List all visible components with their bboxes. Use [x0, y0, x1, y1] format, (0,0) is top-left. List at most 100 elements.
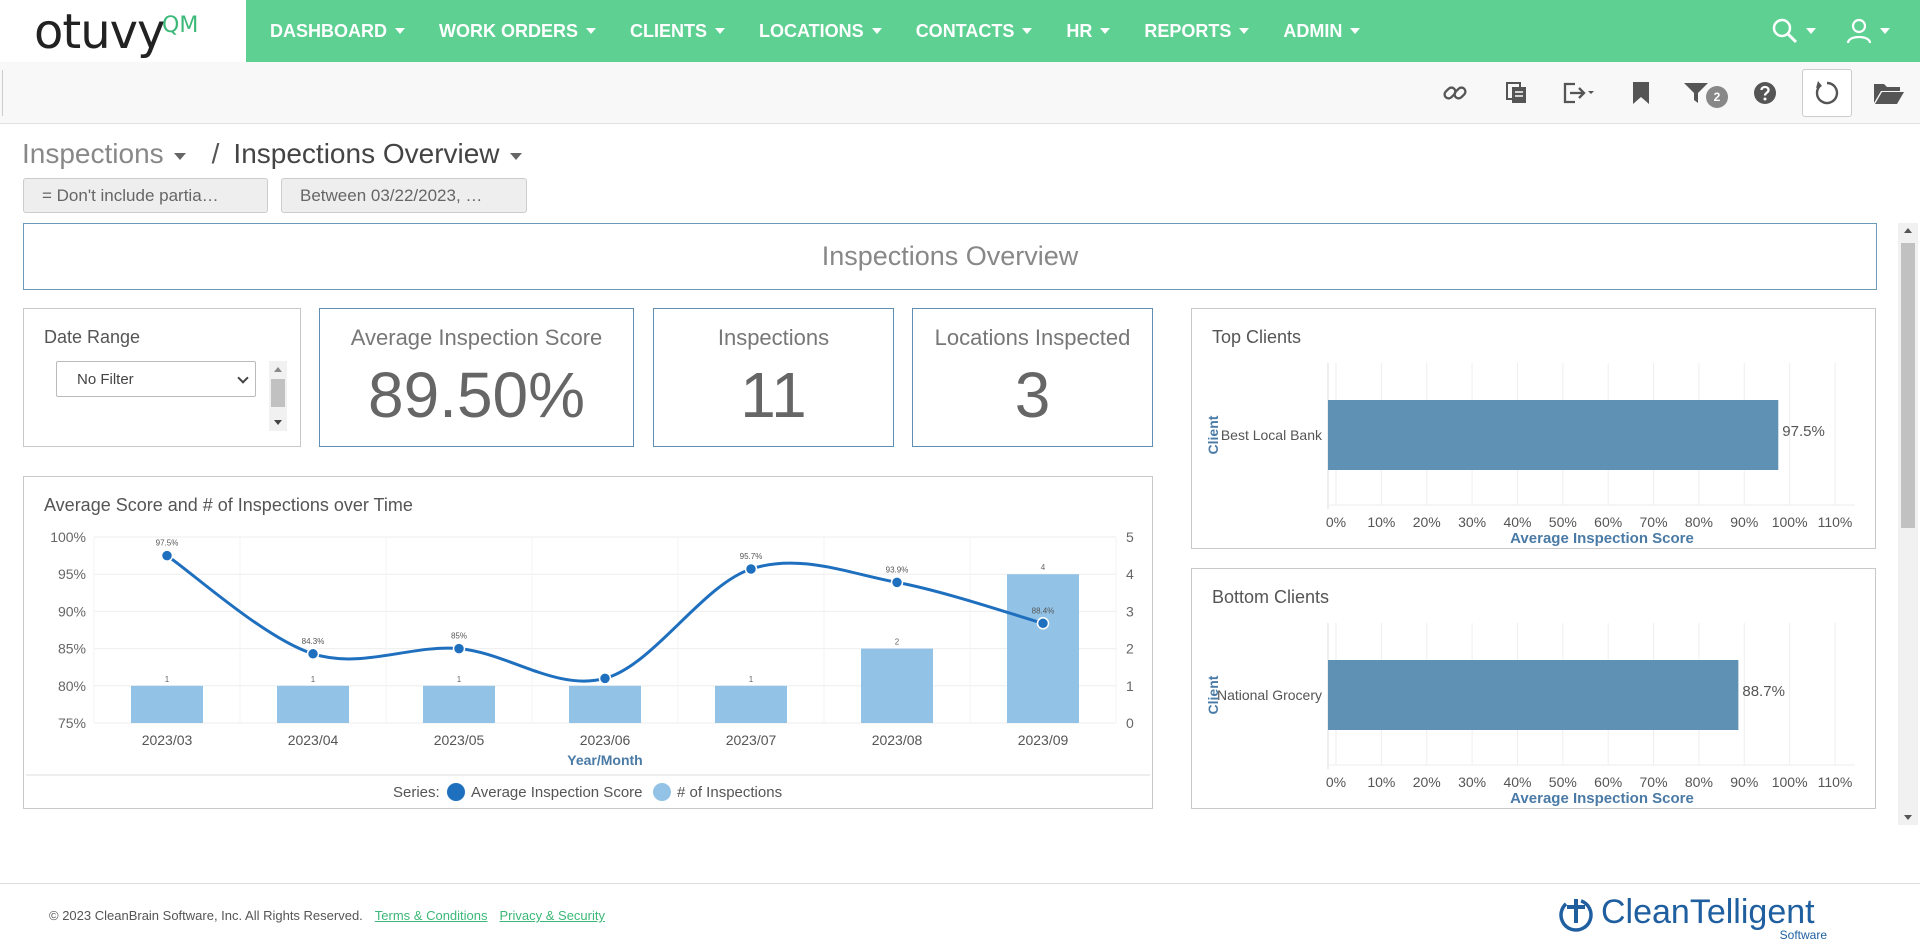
search-menu[interactable]: [1772, 18, 1816, 44]
bar-data-label: 2: [895, 638, 900, 647]
x-tick-label: 70%: [1640, 774, 1668, 790]
top-clients-chart: 0% 10% 20% 30% 40% 50% 60% 70% 80% 90% 100% 110% 97.…: [1205, 363, 1855, 547]
legend-swatch-inspections: [653, 783, 671, 801]
y-right-tick-label: 3: [1126, 603, 1134, 619]
kpi-label: Average Inspection Score: [350, 325, 603, 350]
bar-data-label: 4: [1041, 563, 1046, 572]
bookmark-button[interactable]: [1610, 62, 1672, 124]
y-tick-label: Best Local Bank: [1221, 427, 1323, 443]
copy-icon: [1506, 82, 1526, 103]
x-tick-label: 2023/09: [1018, 732, 1069, 748]
chevron-down-icon: [395, 28, 405, 34]
nav-label: CONTACTS: [915, 20, 1015, 41]
link-button[interactable]: [1424, 62, 1486, 124]
footer: © 2023 CleanBrain Software, Inc. All Rig…: [49, 908, 605, 923]
footer-divider: [0, 883, 1920, 884]
filter-button[interactable]: 2: [1672, 62, 1734, 124]
breadcrumb-parent[interactable]: Inspections: [22, 138, 164, 169]
folder-button[interactable]: [1858, 62, 1920, 124]
cleantelligent-mark-icon: [1559, 898, 1593, 932]
top-clients-title: Top Clients: [1212, 327, 1302, 347]
filter-chip-partial[interactable]: = Don't include partia…: [23, 178, 268, 213]
nav-reports[interactable]: REPORTS: [1144, 20, 1250, 42]
nav-dashboard[interactable]: DASHBOARD: [270, 21, 405, 42]
user-icon: [1846, 18, 1872, 44]
export-button[interactable]: [1548, 62, 1610, 124]
refresh-button[interactable]: [1802, 69, 1852, 117]
point-average-score: [744, 562, 758, 576]
bar-data-label: 88.7%: [1742, 683, 1785, 700]
bar-inspections: [423, 685, 495, 723]
y-axis-label: Client: [1205, 415, 1221, 454]
x-tick-label: 10%: [1367, 514, 1395, 530]
main-menu: DASHBOARD WORK ORDERS CLIENTS LOCATIONS …: [270, 0, 1394, 62]
partner-logo-sub: Software: [1780, 928, 1828, 942]
y-right-tick-label: 5: [1126, 529, 1134, 545]
chevron-down-icon: [1100, 28, 1111, 34]
chevron-down-icon[interactable]: [509, 152, 522, 160]
nav-work-orders[interactable]: WORK ORDERS: [439, 21, 596, 42]
nav-label: REPORTS: [1144, 20, 1232, 41]
x-tick-label: 100%: [1772, 514, 1808, 530]
nav-right: [1742, 0, 1890, 62]
y-left-tick-label: 85%: [58, 641, 86, 657]
x-tick-label: 20%: [1413, 774, 1441, 790]
date-range-select[interactable]: No Filter: [56, 361, 256, 397]
nav-admin[interactable]: ADMIN: [1283, 20, 1361, 42]
y-tick-label: National Grocery: [1217, 687, 1322, 703]
date-range-selected: No Filter: [77, 370, 134, 388]
page-scrollbar[interactable]: [1898, 223, 1918, 825]
point-average-score: [160, 549, 174, 562]
export-icon: [1563, 82, 1594, 104]
logo-suffix: QM: [162, 13, 199, 38]
point-data-label: 88.4%: [1032, 606, 1055, 615]
nav-label: HR: [1066, 20, 1093, 41]
chevron-down-icon: [715, 28, 726, 34]
nav-locations[interactable]: LOCATIONS: [759, 21, 882, 42]
x-tick-label: 50%: [1549, 774, 1577, 790]
logo-area[interactable]: otuvy QM: [0, 0, 246, 62]
x-axis-label: Average Inspection Score: [1510, 790, 1694, 807]
cleantelligent-logo[interactable]: CleanTelligent Software: [1555, 893, 1835, 943]
x-tick-label: 80%: [1685, 514, 1713, 530]
breadcrumb-separator: /: [211, 138, 220, 169]
otuvy-logo[interactable]: otuvy QM: [34, 4, 198, 60]
privacy-link[interactable]: Privacy & Security: [499, 908, 605, 923]
nav-contacts[interactable]: CONTACTS: [916, 21, 1033, 42]
toolbar-divider: [2, 70, 3, 116]
bookmark-icon: [1633, 82, 1649, 104]
point-data-label: 84.3%: [302, 637, 325, 646]
point-data-label: 95.7%: [740, 552, 763, 561]
user-menu[interactable]: [1846, 18, 1890, 44]
chevron-down-icon: [871, 28, 882, 34]
help-button[interactable]: [1734, 62, 1796, 124]
x-tick-label: 2023/08: [872, 732, 923, 748]
bar-data-label: 1: [165, 675, 170, 684]
copy-button[interactable]: [1486, 62, 1548, 124]
x-tick-label: 50%: [1549, 514, 1577, 530]
chevron-down-icon[interactable]: [173, 152, 186, 160]
x-tick-label: 70%: [1640, 514, 1668, 530]
nav-clients[interactable]: CLIENTS: [630, 21, 726, 42]
filter-chip-label: = Don't include partia…: [42, 185, 219, 205]
x-tick-label: 100%: [1772, 774, 1808, 790]
dashboard-title-text: Inspections Overview: [821, 241, 1079, 271]
chevron-down-icon: [1880, 28, 1890, 34]
nav-label: ADMIN: [1283, 20, 1343, 41]
nav-hr[interactable]: HR: [1066, 20, 1111, 42]
y-right-tick-label: 2: [1126, 641, 1134, 657]
partner-logo-text: CleanTelligent: [1601, 893, 1815, 931]
x-axis-label: Year/Month: [567, 752, 642, 768]
top-clients-panel: Top Clients 0% 10% 20% 30% 40% 50% 60% 70% 80% 90…: [1191, 308, 1876, 549]
terms-link[interactable]: Terms & Conditions: [374, 908, 488, 923]
nav-label: WORK ORDERS: [439, 20, 578, 41]
bar-inspections: [1007, 574, 1079, 723]
date-range-scrollbar[interactable]: [269, 361, 287, 431]
chevron-down-icon: [237, 372, 249, 384]
breadcrumb-current[interactable]: Inspections Overview: [233, 138, 500, 169]
point-average-score: [890, 576, 904, 589]
bar-data-label: 1: [749, 675, 754, 684]
filter-chip-date[interactable]: Between 03/22/2023, …: [281, 178, 527, 213]
bottom-clients-panel: Bottom Clients 0% 10% 20% 30% 40% 50% 60% 70% 80…: [1191, 568, 1876, 809]
time-chart-title: Average Score and # of Inspections over …: [44, 495, 413, 515]
